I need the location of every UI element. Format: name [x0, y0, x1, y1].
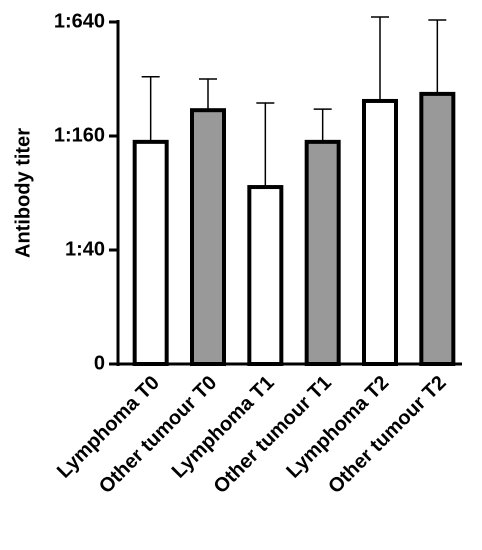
- bar: [190, 108, 226, 366]
- bar: [247, 185, 284, 366]
- bar: [419, 91, 456, 367]
- y-tick-label: 0: [94, 352, 105, 374]
- y-tick-label: 1:40: [65, 238, 105, 260]
- y-tick-label: 1:160: [54, 124, 105, 146]
- bar: [304, 139, 341, 366]
- y-axis-label: Antibody titer: [12, 128, 34, 258]
- x-tick-label: Lymphoma T1: [168, 372, 279, 483]
- x-tick-label: Lymphoma T0: [53, 372, 164, 483]
- x-tick-label: Lymphoma T2: [282, 372, 393, 483]
- y-tick-label: 1:640: [54, 10, 105, 32]
- bar: [362, 98, 398, 366]
- bar: [132, 139, 169, 366]
